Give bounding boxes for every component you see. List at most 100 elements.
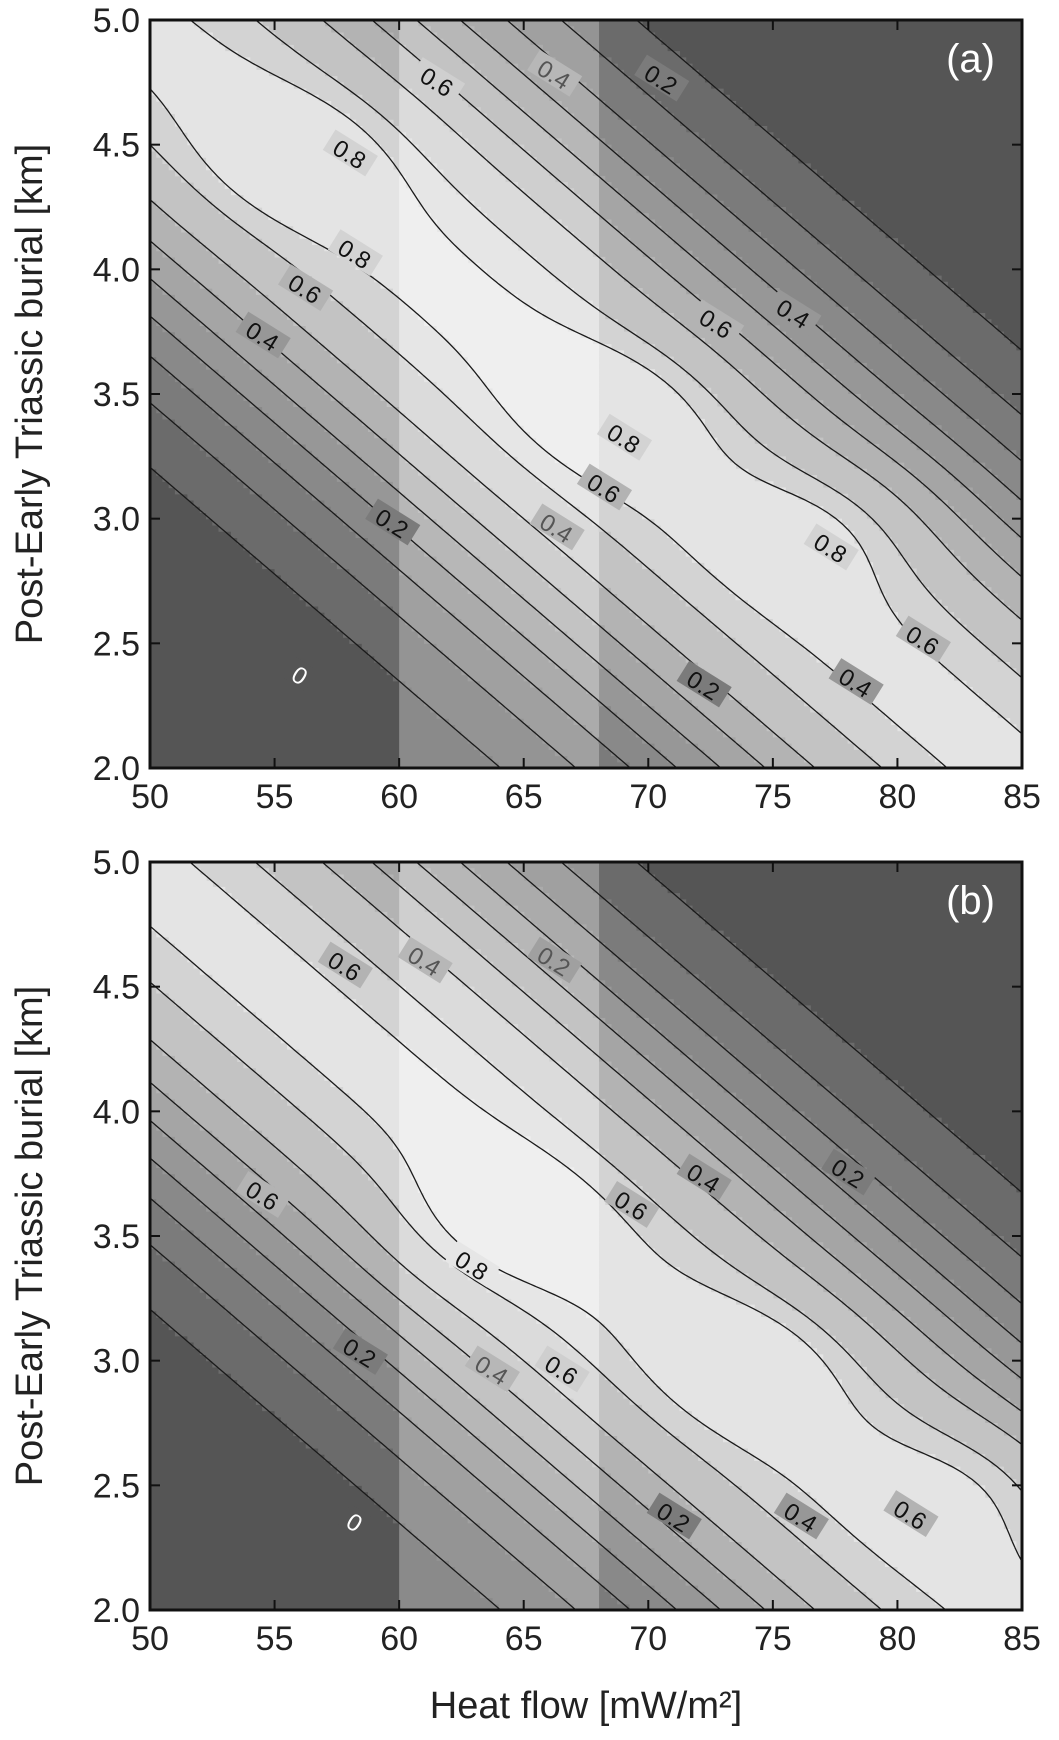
x-tick-label: 75 xyxy=(754,778,792,816)
y-tick-label: 3.5 xyxy=(93,1218,140,1256)
contour-band-0.6 xyxy=(150,862,1022,1610)
x-tick-label: 80 xyxy=(879,1620,917,1658)
contour-label-background xyxy=(828,658,884,705)
y-tick-label: 2.0 xyxy=(93,750,140,788)
contour-label-background xyxy=(646,1492,702,1540)
contour-band-0.1-highlighted xyxy=(399,20,600,768)
contour-label-background xyxy=(766,289,822,336)
contour-label-background xyxy=(527,49,583,97)
contour-band-0.85 xyxy=(150,20,1022,768)
contour-label-background xyxy=(676,660,732,708)
y-tick-label: 5.0 xyxy=(93,2,140,40)
panel-a-label: (a) xyxy=(946,37,995,81)
contour-label-group: 0 xyxy=(337,1503,373,1539)
y-tick-label: 2.0 xyxy=(93,1592,140,1630)
contour-line-0.1 xyxy=(150,20,1022,768)
contour-fill-bands xyxy=(150,20,1022,768)
contour-label-background xyxy=(337,1503,373,1539)
contour-label-background xyxy=(283,656,318,692)
contour-label-background xyxy=(803,523,859,571)
y-tick-label: 4.5 xyxy=(93,969,140,1007)
contour-label-background xyxy=(596,413,653,461)
panel-b-contours xyxy=(150,862,1022,1610)
contour-band-0.1 xyxy=(150,20,1022,682)
contour-band-0.8-highlighted xyxy=(399,132,600,526)
contour-line-0.85 xyxy=(150,862,1022,1610)
contour-label-background xyxy=(235,311,291,359)
contour-band-0.3-highlighted xyxy=(399,862,600,1580)
contour-band-0.7-highlighted xyxy=(399,930,600,1424)
contour-band-0.4 xyxy=(150,980,1022,1610)
x-tick-label: 80 xyxy=(879,778,917,816)
contour-label-background xyxy=(534,1345,590,1393)
x-tick-label: 65 xyxy=(505,778,543,816)
x-tick-label: 75 xyxy=(754,1620,792,1658)
contour-label-background xyxy=(529,503,585,551)
x-tick-label: 55 xyxy=(256,778,294,816)
contour-label-background xyxy=(322,129,378,177)
x-tick-label: 60 xyxy=(380,778,418,816)
contour-label-background xyxy=(444,1240,501,1288)
contour-line-0.1 xyxy=(150,862,1022,1610)
contour-band-0.6 xyxy=(150,20,1022,768)
panel-b-label: (b) xyxy=(946,879,995,923)
contour-label-background xyxy=(317,941,373,989)
contour-band-0.1 xyxy=(150,862,1022,1524)
panel-a: 00.20.20.20.40.40.40.40.40.60.60.60.60.6… xyxy=(9,2,1041,816)
contour-band-0.1-highlighted xyxy=(399,862,600,1610)
y-tick-label: 2.5 xyxy=(93,1467,140,1505)
contour-band-lowest xyxy=(150,862,1022,1610)
contour-label-background xyxy=(883,1490,939,1538)
x-tick-label: 85 xyxy=(1003,778,1041,816)
x-tick-label: 70 xyxy=(629,1620,667,1658)
contour-label-background xyxy=(235,1170,291,1218)
y-tick-label: 4.0 xyxy=(93,251,140,289)
x-tick-label: 70 xyxy=(629,778,667,816)
contour-label-background xyxy=(409,57,466,105)
x-tick-label: 85 xyxy=(1003,1620,1041,1658)
contour-label-background xyxy=(365,498,421,546)
y-tick-label: 3.0 xyxy=(93,501,140,539)
contour-band-0.85-highlighted xyxy=(399,1042,600,1318)
panel-a-y-axis-title: Post-Early Triassic burial [km] xyxy=(9,144,51,644)
contour-line-0.2 xyxy=(150,862,1022,1610)
contour-label-group: 0.6 xyxy=(604,1180,660,1228)
contour-label-background xyxy=(397,936,453,984)
contour-label-background xyxy=(332,1328,388,1375)
x-tick-label: 50 xyxy=(131,778,169,816)
contour-line-0.2 xyxy=(150,20,1022,768)
contour-fill-bands xyxy=(150,862,1022,1610)
contour-line-0.3 xyxy=(150,20,1022,768)
y-tick-label: 5.0 xyxy=(93,844,140,882)
panel-a-ticks: 50 55 60 65 70 75 80 85 2.0 2.5 3.0 3.5 4.0 4.5 5.0 xyxy=(93,2,1041,816)
x-tick-label: 55 xyxy=(256,1620,294,1658)
contour-line-0.3 xyxy=(150,862,1022,1610)
contour-band-0.6-highlighted xyxy=(399,886,600,1468)
panel-a-contours xyxy=(150,20,1022,768)
panel-b-y-axis-title: Post-Early Triassic burial [km] xyxy=(9,986,51,1486)
x-tick-label: 50 xyxy=(131,1620,169,1658)
contour-label-background xyxy=(464,1345,520,1393)
x-tick-label: 60 xyxy=(380,1620,418,1658)
contour-band-0.6-highlighted xyxy=(399,44,600,626)
y-tick-label: 3.5 xyxy=(93,376,140,414)
contour-label-background xyxy=(327,229,383,277)
contour-label-background xyxy=(689,299,745,346)
y-tick-label: 4.5 xyxy=(93,127,140,165)
contour-band-0.85-highlighted xyxy=(399,175,600,489)
contour-label-background xyxy=(576,463,633,511)
contour-label-background xyxy=(773,1492,829,1540)
panel-b-x-axis-title: Heat flow [mW/m²] xyxy=(430,1685,742,1727)
contour-band-0.5-highlighted xyxy=(399,20,600,663)
contour-label-background xyxy=(634,54,690,102)
contour-label-background xyxy=(277,264,334,312)
contour-band-0.3-highlighted xyxy=(399,20,600,738)
y-tick-label: 3.0 xyxy=(93,1343,140,1381)
y-tick-label: 2.5 xyxy=(93,625,140,663)
contour-label-background xyxy=(821,1148,877,1196)
contour-label-background xyxy=(676,1153,732,1201)
x-tick-label: 65 xyxy=(505,1620,543,1658)
contour-label-group: 0 xyxy=(283,656,318,692)
